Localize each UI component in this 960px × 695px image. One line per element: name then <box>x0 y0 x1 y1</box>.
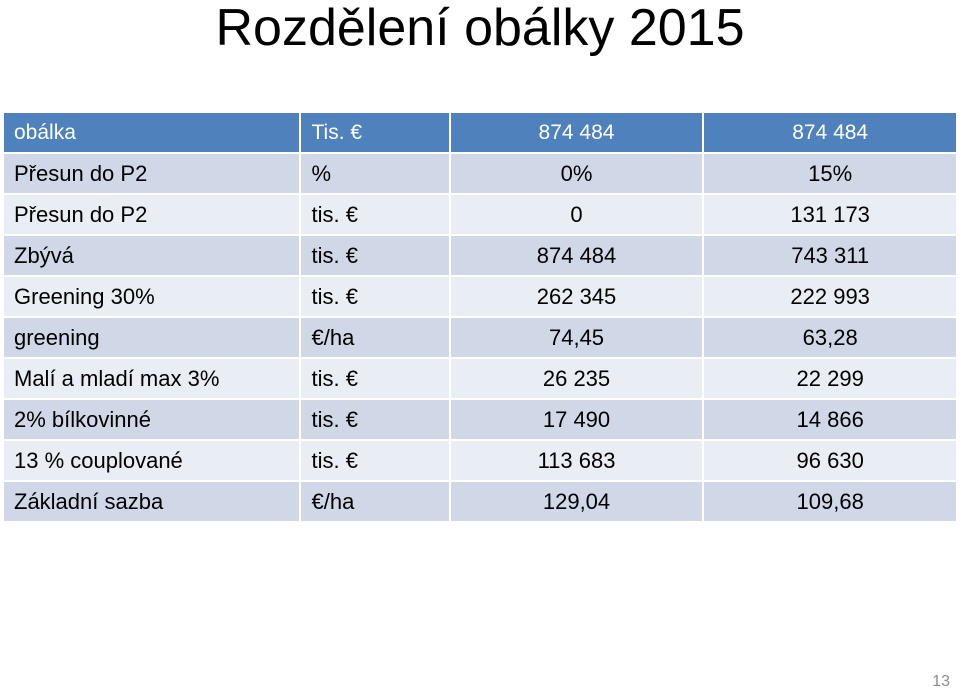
table-row: 2% bílkovinné tis. € 17 490 14 866 <box>4 400 956 439</box>
row-unit: tis. € <box>301 359 449 398</box>
row-label: Přesun do P2 <box>4 154 300 193</box>
header-cell-value-a: 874 484 <box>450 113 703 152</box>
table-row: Greening 30% tis. € 262 345 222 993 <box>4 277 956 316</box>
page-number: 13 <box>932 673 950 690</box>
row-value-a: 129,04 <box>450 482 703 521</box>
header-cell-label: obálka <box>4 113 300 152</box>
row-unit: tis. € <box>301 441 449 480</box>
row-value-a: 26 235 <box>450 359 703 398</box>
row-value-a: 113 683 <box>450 441 703 480</box>
table-row: greening €/ha 74,45 63,28 <box>4 318 956 357</box>
row-value-b: 743 311 <box>704 236 956 275</box>
allocation-table: obálka Tis. € 874 484 874 484 Přesun do … <box>2 111 958 523</box>
row-value-b: 222 993 <box>704 277 956 316</box>
row-label: Malí a mladí max 3% <box>4 359 300 398</box>
slide-title: Rozdělení obálky 2015 <box>215 0 745 57</box>
row-value-b: 63,28 <box>704 318 956 357</box>
table-row: Přesun do P2 % 0% 15% <box>4 154 956 193</box>
row-value-a: 17 490 <box>450 400 703 439</box>
table-row: Základní sazba €/ha 129,04 109,68 <box>4 482 956 521</box>
row-value-a: 262 345 <box>450 277 703 316</box>
row-value-b: 15% <box>704 154 956 193</box>
row-label: Základní sazba <box>4 482 300 521</box>
row-value-b: 131 173 <box>704 195 956 234</box>
row-value-a: 874 484 <box>450 236 703 275</box>
row-unit: tis. € <box>301 400 449 439</box>
row-unit: €/ha <box>301 482 449 521</box>
row-value-b: 96 630 <box>704 441 956 480</box>
table-row: Přesun do P2 tis. € 0 131 173 <box>4 195 956 234</box>
row-unit: tis. € <box>301 277 449 316</box>
table-header-row: obálka Tis. € 874 484 874 484 <box>4 113 956 152</box>
row-value-a: 74,45 <box>450 318 703 357</box>
row-unit: tis. € <box>301 195 449 234</box>
header-cell-value-b: 874 484 <box>704 113 956 152</box>
row-value-b: 22 299 <box>704 359 956 398</box>
row-label: Přesun do P2 <box>4 195 300 234</box>
table-row: Malí a mladí max 3% tis. € 26 235 22 299 <box>4 359 956 398</box>
table-row: Zbývá tis. € 874 484 743 311 <box>4 236 956 275</box>
row-unit: tis. € <box>301 236 449 275</box>
row-value-b: 109,68 <box>704 482 956 521</box>
row-value-a: 0 <box>450 195 703 234</box>
row-label: greening <box>4 318 300 357</box>
row-label: Zbývá <box>4 236 300 275</box>
header-cell-unit: Tis. € <box>301 113 449 152</box>
table-row: 13 % couplované tis. € 113 683 96 630 <box>4 441 956 480</box>
row-label: 2% bílkovinné <box>4 400 300 439</box>
row-unit: % <box>301 154 449 193</box>
row-label: 13 % couplované <box>4 441 300 480</box>
row-value-a: 0% <box>450 154 703 193</box>
row-value-b: 14 866 <box>704 400 956 439</box>
row-label: Greening 30% <box>4 277 300 316</box>
row-unit: €/ha <box>301 318 449 357</box>
